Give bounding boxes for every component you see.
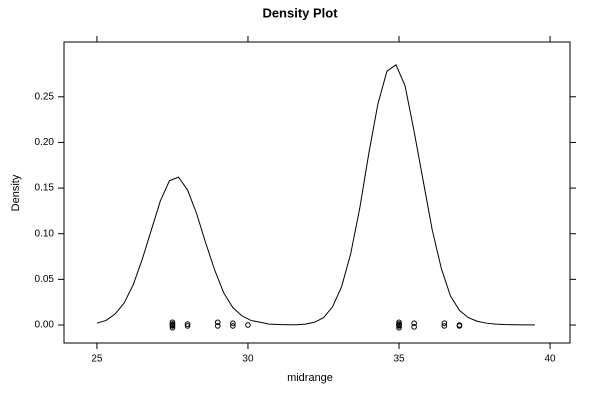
rug-point (441, 323, 448, 329)
rug-point (230, 323, 236, 329)
y-tick-label: 0.20 (35, 137, 55, 148)
rug-point (245, 322, 251, 328)
rug-point (169, 324, 176, 331)
rug-point (230, 320, 236, 326)
density-line (96, 64, 535, 326)
rug-point (214, 323, 221, 329)
y-tick-label: 0.00 (35, 320, 55, 331)
y-tick-label: 0.05 (35, 274, 55, 285)
y-tick-label: 0.15 (35, 183, 55, 194)
rug-point (169, 319, 176, 326)
rug-point (184, 323, 191, 329)
x-tick-label: 40 (544, 354, 556, 365)
rug-point (441, 320, 448, 326)
plot-frame (63, 41, 571, 344)
rug-point (214, 319, 221, 326)
x-tick-label: 35 (393, 354, 405, 365)
y-tick-label: 0.10 (35, 228, 55, 239)
rug-point (396, 324, 402, 331)
chart-title: Density Plot (262, 5, 338, 20)
x-axis-label: midrange (287, 372, 333, 384)
rug-point (396, 319, 402, 326)
rug-point (411, 324, 417, 330)
rug-point (184, 321, 191, 327)
y-axis-label: Density (10, 174, 22, 211)
rug-point (396, 323, 402, 329)
x-tick-label: 25 (91, 354, 103, 365)
y-tick-label: 0.25 (35, 91, 55, 102)
rug-point (169, 323, 176, 329)
rug-point (456, 323, 463, 329)
rug-point (411, 320, 417, 326)
x-tick-label: 30 (242, 354, 254, 365)
